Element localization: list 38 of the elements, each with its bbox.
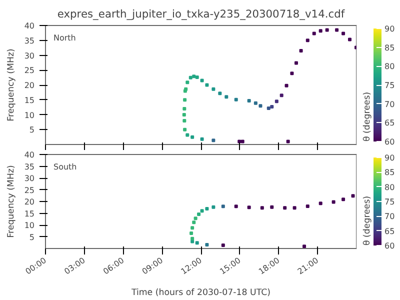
y-tick-label: 15 <box>24 96 35 105</box>
color-bar-label: 70 <box>384 100 395 109</box>
color-bar-title: θ (degrees) <box>362 196 372 246</box>
color-bar-label: 85 <box>384 43 395 52</box>
y-tick-label: 30 <box>24 174 35 183</box>
y-tick-label: 40 <box>24 22 35 30</box>
annotation: North <box>54 34 76 42</box>
y-tick-label: 35 <box>24 36 35 46</box>
y-tick-label: 25 <box>24 186 35 195</box>
annotation: South <box>54 162 77 172</box>
y-tick-label: 5 <box>29 126 35 135</box>
color-bar-label: 75 <box>384 198 395 206</box>
color-bar-label: 90 <box>384 154 395 162</box>
color-bar-label: 60 <box>384 138 395 146</box>
color-bar-label: 65 <box>384 118 395 128</box>
color-bar-label: 65 <box>384 226 395 236</box>
color-bar-label: 70 <box>384 212 395 222</box>
y-tick-label: 10 <box>24 221 35 230</box>
y-tick-label: 30 <box>24 51 35 60</box>
color-bar-label: 90 <box>384 24 395 34</box>
y-tick-label: 25 <box>24 66 35 76</box>
y-tick-label: 40 <box>24 150 35 160</box>
color-bar-label: 60 <box>384 242 395 250</box>
chart-title: expres_earth_jupiter_io_txka-y235_20300718_v14.cdf <box>57 8 345 20</box>
color-bar-label: 75 <box>384 81 395 90</box>
y-tick-label: 15 <box>24 209 35 218</box>
y-axis-title: Frequency (MHz) <box>6 165 16 238</box>
x-axis-title: Time (hours of 2030-07-18 UTC) <box>130 288 271 298</box>
color-bar-label: 80 <box>384 62 395 72</box>
color-bar-label: 85 <box>384 168 395 178</box>
y-tick-label: 20 <box>24 81 35 90</box>
y-tick-label: 5 <box>29 232 35 242</box>
color-bar-label: 80 <box>384 182 395 192</box>
color-bar-title: θ (degrees) <box>362 92 372 142</box>
y-axis-title: Frequency (MHz) <box>6 48 16 122</box>
y-tick-label: 10 <box>24 110 35 120</box>
y-tick-label: 35 <box>24 162 35 172</box>
y-tick-label: 20 <box>24 198 35 206</box>
